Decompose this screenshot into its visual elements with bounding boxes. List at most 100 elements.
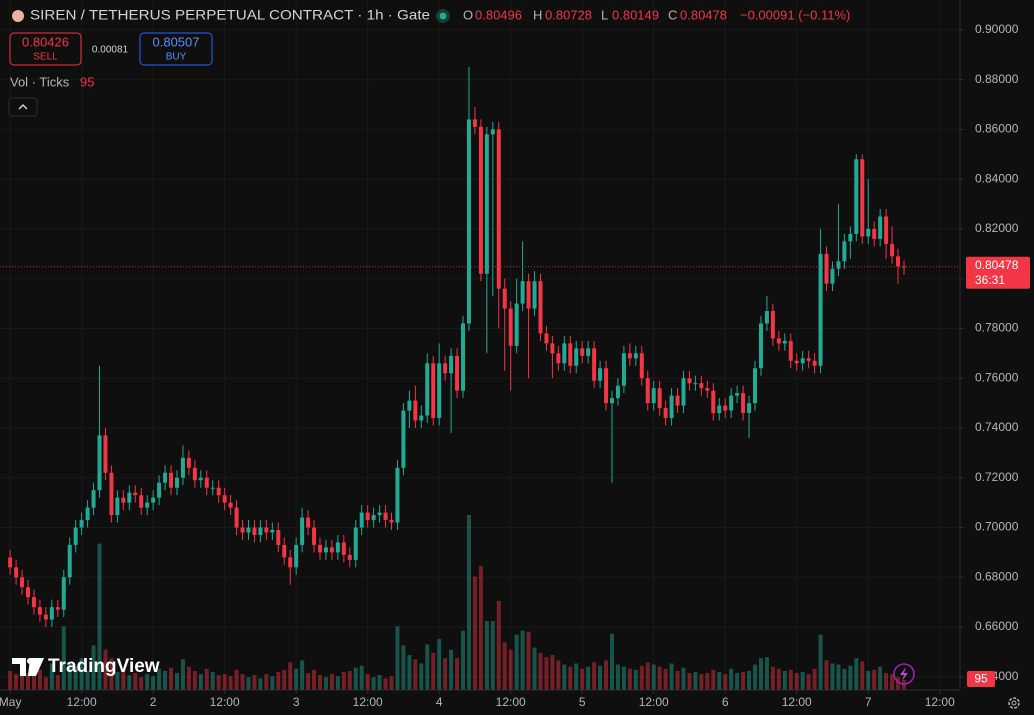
buy-price[interactable]: 0.80507 [153, 34, 200, 49]
sell-label[interactable]: SELL [33, 52, 58, 63]
volume-bar [586, 666, 591, 690]
volume-bar [770, 666, 775, 690]
x-tick-label: 5 [579, 695, 586, 709]
volume-bar [449, 649, 454, 690]
alert-bolt[interactable] [900, 667, 908, 681]
volume-bar [520, 630, 525, 690]
candle-body [747, 403, 752, 414]
candle-body [31, 597, 36, 608]
volume-bar [532, 647, 537, 690]
volume-bar [276, 671, 281, 690]
volume-bar [186, 666, 191, 690]
volume-bar [461, 630, 466, 690]
gear-hub[interactable] [1011, 700, 1017, 706]
ohlc-value: 0.80728 [545, 7, 592, 22]
volume-bar [121, 668, 126, 690]
sell-button[interactable]: 0.80426 SELL [9, 32, 82, 66]
y-tick-label: 0.76000 [975, 370, 1019, 384]
y-tick-label: 0.70000 [975, 520, 1019, 534]
volume-bar [657, 666, 662, 690]
y-tick-label: 0.86000 [975, 122, 1019, 136]
volume-bar [20, 668, 25, 690]
volume-bar [502, 642, 507, 690]
candle-body [157, 482, 162, 498]
candle-body [55, 607, 60, 610]
settings-icon[interactable] [1008, 697, 1020, 709]
candle-body [532, 281, 537, 309]
symbol-title: SIREN / TETHERUS PERPETUAL CONTRACT · 1h… [30, 7, 430, 23]
buy-button[interactable]: 0.80507 BUY [139, 32, 213, 66]
volume-bar [747, 670, 752, 690]
gear[interactable] [1008, 697, 1020, 709]
volume-bar [37, 669, 42, 690]
candle-body [681, 378, 686, 406]
candle-body [73, 527, 78, 545]
volume-bar [318, 675, 322, 690]
candle-body [604, 368, 609, 404]
volume-bar [681, 667, 686, 690]
collapse-button[interactable] [8, 97, 38, 117]
candle-body [222, 495, 227, 503]
volume-bar [329, 674, 334, 690]
candle-body [824, 253, 829, 284]
volume-bar [174, 673, 179, 690]
candle-body [91, 490, 96, 508]
collapse-icon[interactable] [18, 104, 28, 110]
candle-body [699, 383, 704, 389]
volume-bar [323, 677, 328, 690]
volume-bar [526, 631, 531, 690]
alert-icon[interactable] [893, 663, 915, 685]
candle-body [508, 308, 513, 346]
volume-pane [8, 515, 906, 690]
buy-label[interactable]: BUY [166, 52, 187, 63]
volume-bar [127, 675, 132, 690]
volume-bar [198, 674, 203, 690]
volume-bar [776, 668, 781, 690]
volume-bar [556, 660, 561, 690]
candle-body [836, 261, 841, 269]
sell-price[interactable]: 0.80426 [22, 34, 69, 49]
volume-bar [264, 674, 269, 690]
volume-bar [204, 668, 209, 690]
collapse-box[interactable] [8, 97, 38, 117]
ohlc-label: L [601, 7, 608, 22]
candle-body [377, 512, 382, 516]
sell-box[interactable] [9, 32, 82, 66]
volume-bar [496, 600, 501, 690]
candle-body [180, 457, 185, 478]
volume-bar [669, 663, 674, 690]
candle-body [300, 517, 305, 545]
candle-body [121, 497, 126, 503]
alert-ring[interactable] [893, 663, 915, 685]
candle-body [61, 577, 66, 610]
x-tick-label: 7 [865, 695, 872, 709]
volume-bar [437, 639, 442, 690]
volume-bar [151, 676, 156, 690]
candle-body [842, 241, 847, 262]
candle-body [574, 348, 579, 366]
volume-bar [890, 674, 895, 690]
candle-body [675, 395, 680, 406]
volume-bar [157, 668, 162, 690]
volume-bar [550, 655, 555, 690]
volume-bar [788, 669, 793, 690]
buy-box[interactable] [139, 32, 213, 66]
candle-body [848, 233, 853, 242]
candle-body [645, 378, 650, 404]
candle-body [806, 358, 811, 361]
candle-body [455, 355, 460, 391]
volume-bar [306, 673, 311, 690]
brand-name: TradingView [48, 656, 160, 677]
y-tick-label: 0.66000 [975, 619, 1019, 633]
candle-body [627, 353, 632, 359]
candle-body [753, 368, 758, 404]
volume-bar [455, 658, 460, 690]
candle-body [14, 567, 19, 578]
x-tick-label: 12:00 [925, 695, 955, 709]
volume-bar [741, 671, 746, 690]
volume-bar [824, 660, 829, 690]
volume-bar [425, 644, 430, 690]
volume-bar [216, 675, 221, 690]
candle-body [109, 472, 114, 516]
volume-bar [115, 671, 120, 690]
